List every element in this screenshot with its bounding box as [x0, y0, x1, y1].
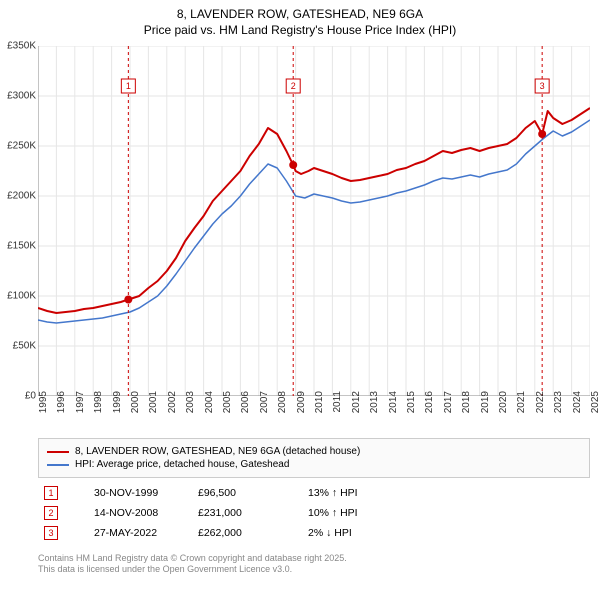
title-line1: 8, LAVENDER ROW, GATESHEAD, NE9 6GA [0, 6, 600, 22]
x-tick-label: 2007 [259, 391, 270, 421]
x-tick-label: 2006 [240, 391, 251, 421]
y-tick-label: £150K [0, 241, 36, 252]
y-tick-label: £350K [0, 41, 36, 52]
sale-date: 30-NOV-1999 [68, 487, 188, 499]
sale-price: £231,000 [198, 507, 298, 519]
svg-text:1: 1 [126, 81, 131, 91]
x-tick-label: 2013 [369, 391, 380, 421]
x-tick-label: 2001 [148, 391, 159, 421]
table-row: 1 30-NOV-1999 £96,500 13% ↑ HPI [38, 483, 590, 503]
legend-label: HPI: Average price, detached house, Gate… [75, 459, 289, 470]
sale-marker-box: 1 [44, 486, 58, 500]
x-tick-label: 2021 [516, 391, 527, 421]
x-tick-label: 2000 [130, 391, 141, 421]
sale-diff: 2% ↓ HPI [308, 527, 408, 539]
table-row: 2 14-NOV-2008 £231,000 10% ↑ HPI [38, 503, 590, 523]
x-tick-label: 2016 [424, 391, 435, 421]
y-tick-label: £100K [0, 291, 36, 302]
x-tick-label: 2019 [480, 391, 491, 421]
x-tick-label: 2015 [406, 391, 417, 421]
title-block: 8, LAVENDER ROW, GATESHEAD, NE9 6GA Pric… [0, 0, 600, 38]
title-line2: Price paid vs. HM Land Registry's House … [0, 22, 600, 38]
x-tick-label: 2008 [277, 391, 288, 421]
sale-diff: 13% ↑ HPI [308, 487, 408, 499]
x-tick-label: 2003 [185, 391, 196, 421]
x-tick-label: 2009 [296, 391, 307, 421]
y-tick-label: £300K [0, 91, 36, 102]
sale-marker-box: 3 [44, 526, 58, 540]
sale-date: 27-MAY-2022 [68, 527, 188, 539]
x-tick-label: 2020 [498, 391, 509, 421]
legend: 8, LAVENDER ROW, GATESHEAD, NE9 6GA (det… [38, 438, 590, 478]
y-tick-label: £0 [0, 391, 36, 402]
sale-price: £96,500 [198, 487, 298, 499]
x-tick-label: 2023 [553, 391, 564, 421]
table-row: 3 27-MAY-2022 £262,000 2% ↓ HPI [38, 523, 590, 543]
x-tick-label: 2025 [590, 391, 600, 421]
x-tick-label: 2018 [461, 391, 472, 421]
x-tick-label: 1999 [112, 391, 123, 421]
svg-text:2: 2 [291, 81, 296, 91]
footer-line2: This data is licensed under the Open Gov… [38, 564, 590, 575]
x-tick-label: 2005 [222, 391, 233, 421]
x-tick-label: 2024 [572, 391, 583, 421]
y-tick-label: £50K [0, 341, 36, 352]
sale-price: £262,000 [198, 527, 298, 539]
footer-line1: Contains HM Land Registry data © Crown c… [38, 553, 590, 564]
x-tick-label: 2002 [167, 391, 178, 421]
x-tick-label: 2011 [332, 391, 343, 421]
chart-area: 123 £0£50K£100K£150K£200K£250K£300K£350K… [38, 46, 590, 396]
x-tick-label: 1998 [93, 391, 104, 421]
x-tick-label: 2004 [204, 391, 215, 421]
line-chart: 1 2 3 [38, 46, 590, 396]
sale-marker-box: 2 [44, 506, 58, 520]
legend-label: 8, LAVENDER ROW, GATESHEAD, NE9 6GA (det… [75, 446, 360, 457]
sale-date: 14-NOV-2008 [68, 507, 188, 519]
footer: Contains HM Land Registry data © Crown c… [38, 553, 590, 576]
legend-swatch [47, 464, 69, 466]
x-tick-label: 2010 [314, 391, 325, 421]
y-tick-label: £200K [0, 191, 36, 202]
x-tick-label: 2017 [443, 391, 454, 421]
legend-item: 8, LAVENDER ROW, GATESHEAD, NE9 6GA (det… [47, 445, 581, 458]
y-tick-label: £250K [0, 141, 36, 152]
legend-swatch [47, 451, 69, 453]
figure-container: 8, LAVENDER ROW, GATESHEAD, NE9 6GA Pric… [0, 0, 600, 590]
x-tick-label: 1996 [56, 391, 67, 421]
x-tick-label: 2012 [351, 391, 362, 421]
x-tick-label: 1995 [38, 391, 49, 421]
x-tick-label: 1997 [75, 391, 86, 421]
sale-diff: 10% ↑ HPI [308, 507, 408, 519]
x-tick-label: 2014 [388, 391, 399, 421]
legend-item: HPI: Average price, detached house, Gate… [47, 458, 581, 471]
sales-table: 1 30-NOV-1999 £96,500 13% ↑ HPI 2 14-NOV… [38, 483, 590, 543]
svg-text:3: 3 [540, 81, 545, 91]
x-tick-label: 2022 [535, 391, 546, 421]
